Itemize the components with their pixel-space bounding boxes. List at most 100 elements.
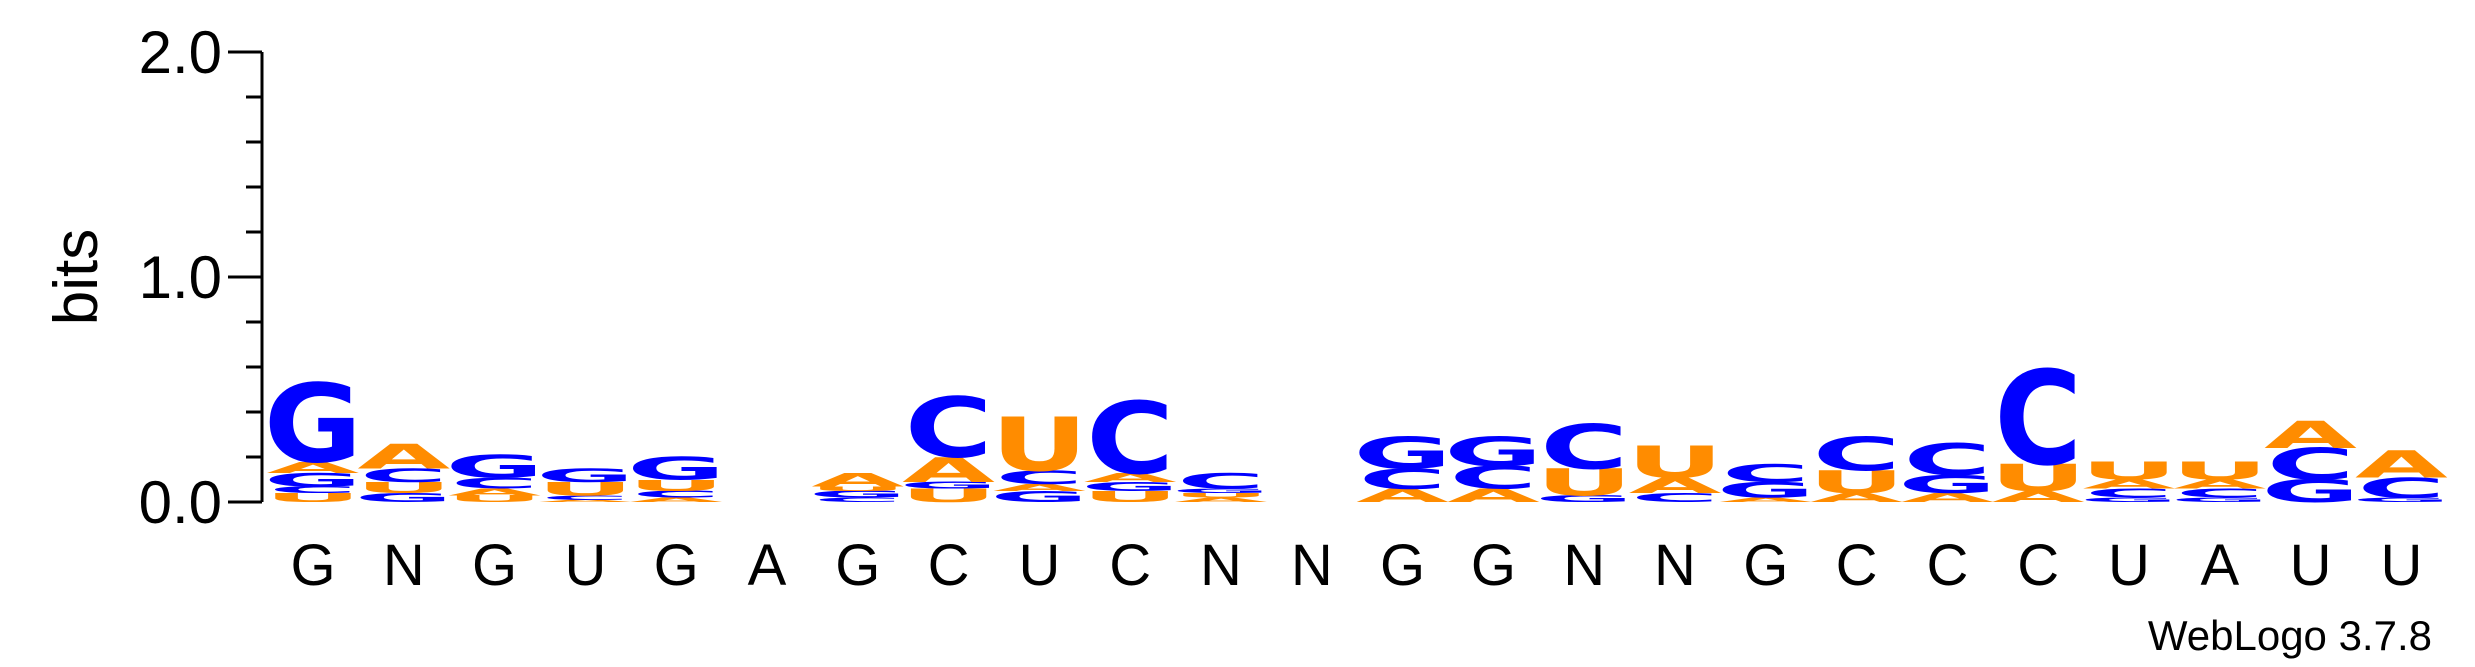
logo-letter-c: C (814, 496, 902, 503)
logo-letter-g: G (809, 489, 908, 500)
x-tick-label: C (928, 533, 970, 598)
logo-letter-c: C (541, 494, 629, 501)
logo-letter-g: G (899, 480, 998, 491)
logo-letter-a: A (357, 437, 450, 477)
logo-letter-a: A (902, 450, 995, 490)
logo-letter-g: G (264, 469, 362, 491)
logo-letter-u: U (1535, 461, 1632, 504)
x-tick-label: G (1743, 533, 1788, 598)
logo-letter-c: C (1359, 463, 1447, 496)
x-tick-label: G (290, 533, 335, 598)
logo-letter-c: C (1540, 411, 1628, 483)
logo-letter-g: G (536, 465, 634, 487)
logo-letter-g: G (1172, 487, 1270, 494)
logo-letter-u: U (2171, 457, 2268, 486)
logo-letter-c: C (1994, 344, 2082, 494)
x-tick-label: C (1926, 533, 1968, 598)
x-tick-label: A (748, 533, 787, 598)
logo-letter-c: C (1903, 435, 1991, 485)
logo-letter-c: C (1813, 428, 1901, 481)
logo-letter-g: G (2080, 496, 2178, 503)
y-tick-label: 0.0 (139, 469, 222, 536)
logo-letter-u: U (2080, 457, 2177, 486)
logo-letter-c: C (360, 465, 448, 487)
logo-letter-u: U (1626, 437, 1723, 487)
logo-letter-g: G (990, 488, 1088, 506)
logo-letter-u: U (627, 477, 724, 495)
logo-letter-a: A (2083, 477, 2176, 491)
logo-letter-g: G (1444, 429, 1542, 476)
x-tick-label: U (2380, 533, 2422, 598)
logo-letter-a: A (1901, 491, 1994, 505)
logo-letter-a: A (1356, 485, 1450, 507)
logo-letter-c: C (451, 474, 539, 492)
logo-stacks: UCGAGGUCAUACGACUGACUGCGUAUGACGACUUGACAUG… (264, 344, 2451, 509)
logo-letter-u: U (900, 485, 997, 507)
x-tick-label: N (1291, 533, 1333, 598)
logo-letter-c: C (632, 489, 720, 500)
logo-letter-u: U (809, 485, 906, 492)
logo-letter-g: G (1535, 494, 1634, 505)
logo-letter-u: U (537, 478, 634, 500)
logo-letter-c: C (2176, 486, 2264, 500)
logo-letter-u: U (446, 494, 543, 505)
x-tick-label: G (654, 533, 699, 598)
logo-letter-c: C (269, 485, 357, 496)
logo-letter-c: C (1449, 460, 1537, 496)
y-tick-label: 2.0 (139, 19, 222, 86)
logo-letter-a: A (1629, 473, 1722, 498)
x-tick-label: U (564, 533, 606, 598)
logo-letter-a: A (2173, 477, 2266, 491)
y-ticks: 0.0 1.0 2.0 (139, 19, 262, 536)
x-tick-label: G (1380, 533, 1425, 598)
x-tick-label: N (383, 533, 425, 598)
logo-letter-u: U (355, 479, 452, 497)
logo-letter-u: U (1081, 488, 1178, 506)
logo-letter-a: A (539, 499, 632, 503)
logo-letter-a: A (1810, 491, 1903, 505)
x-tick-label: U (2108, 533, 2150, 598)
y-axis-label: bits (42, 229, 111, 325)
logo-letter-g: G (445, 449, 544, 485)
logo-letter-g: G (264, 361, 362, 487)
x-tick-label: U (1018, 533, 1060, 598)
logo-letter-c: C (2357, 472, 2445, 505)
logo-letter-a: A (1447, 485, 1541, 507)
logo-letter-u: U (991, 401, 1088, 488)
logo-letter-c: C (1086, 381, 1174, 496)
logo-letter-c: C (1177, 469, 1265, 494)
logo-letter-g: G (355, 491, 453, 505)
logo-letter-a: A (993, 482, 1086, 493)
logo-letter-g: G (1081, 479, 1179, 493)
x-tick-label: N (1200, 533, 1242, 598)
x-tick-label: G (835, 533, 880, 598)
x-tick-label: G (472, 533, 517, 598)
logo-letter-u: U (1989, 457, 2086, 500)
logo-letter-a: A (448, 487, 541, 498)
x-tick-label: G (1471, 533, 1516, 598)
logo-letter-g: G (2352, 496, 2450, 503)
logo-letter-a: A (1175, 496, 1268, 503)
logo-letter-c: C (995, 467, 1083, 489)
x-tick-label: C (1109, 533, 1151, 598)
logo-letter-a: A (811, 469, 905, 491)
x-tick-label: N (1563, 533, 1605, 598)
logo-letter-a: A (630, 496, 723, 503)
credit-label: WebLogo 3.7.8 (2148, 612, 2432, 659)
logo-letter-g: G (2261, 473, 2360, 509)
logo-letter-c: C (2085, 486, 2173, 500)
x-tick-label: C (2017, 533, 2059, 598)
logo-letter-u: U (264, 491, 361, 505)
logo-letter-a: A (1992, 488, 2085, 506)
logo-letter-u: U (1172, 492, 1269, 499)
logo-letter-c: C (2267, 440, 2355, 490)
x-tick-label: C (1836, 533, 1878, 598)
logo-letter-c: C (905, 380, 993, 477)
y-tick-label: 1.0 (139, 244, 222, 311)
x-tick-label: A (2200, 533, 2239, 598)
logo-letter-a: A (1084, 470, 1177, 484)
logo-letter-g: G (627, 451, 726, 487)
logo-letter-g: G (2171, 496, 2269, 503)
